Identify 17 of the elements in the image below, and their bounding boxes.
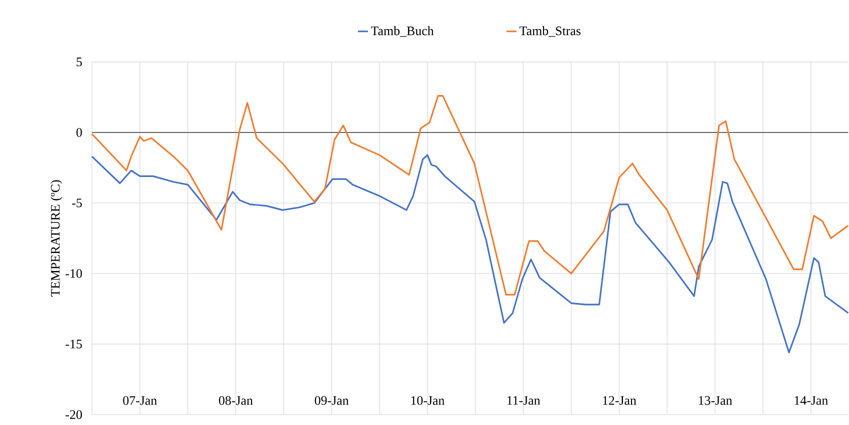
y-tick-label: -15 (66, 340, 82, 349)
x-tick-label: 13-Jan (698, 396, 732, 406)
y-axis-title: TEMPERATURE (ºC) (50, 180, 62, 297)
y-tick-label: -20 (66, 410, 82, 420)
y-tick-label: -5 (72, 198, 82, 208)
x-tick-label: 11-Jan (507, 396, 540, 406)
x-tick-label: 07-Jan (123, 396, 157, 406)
x-tick-label: 08-Jan (218, 396, 253, 406)
y-tick-label: 0 (76, 128, 82, 138)
y-tick-label: 5 (76, 58, 82, 66)
legend-label: Tamb_Buch (371, 26, 434, 37)
legend-label: Tamb_Stras (520, 26, 580, 37)
x-tick-label: 09-Jan (314, 396, 349, 406)
x-tick-label: 10-Jan (411, 396, 445, 406)
x-tick-label: 12-Jan (603, 396, 636, 406)
y-tick-label: -10 (66, 269, 82, 278)
x-tick-label: 14-Jan (794, 396, 828, 406)
